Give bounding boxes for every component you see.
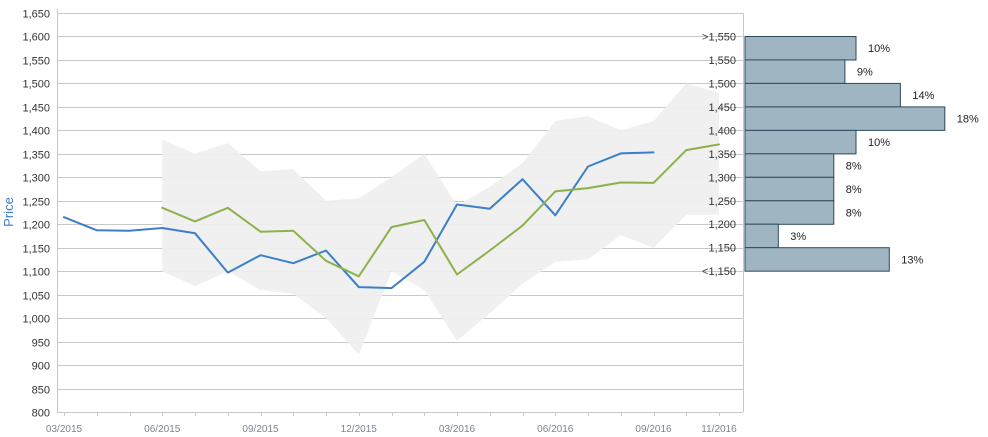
x-tick-label: 06/2015 (144, 424, 181, 435)
x-tick-label: 12/2015 (341, 424, 378, 435)
y-tick-label: 850 (32, 385, 50, 397)
y-tick-label: 1,350 (22, 150, 50, 162)
y-axis-label: Price (1, 197, 16, 227)
distribution-bin-label: 1,500 (708, 78, 736, 90)
y-tick-label: 1,150 (22, 244, 50, 256)
y-tick-label: 1,450 (22, 103, 50, 115)
distribution-bin-label: 1,250 (708, 196, 736, 208)
y-tick-label: 800 (32, 408, 50, 420)
y-tick-label: 1,250 (22, 197, 50, 209)
distribution-bin-label: <1,150 (702, 266, 736, 278)
y-tick-label: 1,050 (22, 291, 50, 303)
y-tick-label: 1,550 (22, 56, 50, 68)
green-price-line (161, 143, 720, 278)
axes: 800 850 900 950 1,000 1,050 1,100 1,150 1,200 1,2… (22, 9, 744, 435)
distribution-percent-label: 18% (957, 114, 979, 126)
distribution-percent-label: 8% (846, 208, 862, 220)
distribution-bar (744, 247, 890, 272)
distribution-bin-label: 1,350 (708, 149, 736, 161)
distribution-bar (744, 36, 857, 61)
distribution-bin-label: >1,550 (702, 32, 736, 44)
y-tick-label: 1,200 (22, 220, 50, 232)
distribution-bin-label: 1,400 (708, 125, 736, 137)
distribution-bin-label: 1,450 (708, 102, 736, 114)
y-tick-label: 1,300 (22, 173, 50, 185)
distribution-percent-label: 3% (790, 231, 806, 243)
forecast-range-band (162, 83, 720, 355)
distribution-bin-label: 1,550 (708, 55, 736, 67)
distribution-bar (744, 59, 846, 84)
price-distribution: >1,550 10% 1,550 9% 1,500 14% 1,450 18% 1,400 10%… (702, 32, 979, 279)
y-tick-label: 900 (32, 361, 50, 373)
distribution-percent-label: 8% (846, 184, 862, 196)
distribution-percent-label: 10% (868, 43, 890, 55)
distribution-bar (744, 153, 835, 178)
distribution-bar (744, 200, 835, 225)
distribution-percent-label: 13% (901, 254, 923, 266)
x-tick-label: 03/2015 (46, 424, 83, 435)
distribution-percent-label: 8% (846, 161, 862, 173)
y-tick-label: 1,400 (22, 126, 50, 138)
distribution-bin-label: 1,150 (708, 243, 736, 255)
distribution-bar (744, 129, 857, 155)
x-tick-label: 06/2016 (537, 424, 574, 435)
y-tick-label: 1,600 (22, 32, 50, 44)
x-tick-label: 03/2016 (439, 424, 476, 435)
y-tick-label: 1,100 (22, 267, 50, 279)
distribution-bar (744, 176, 835, 202)
y-tick-label: 1,500 (22, 79, 50, 91)
distribution-bin-label: 1,200 (708, 219, 736, 231)
price-series (63, 143, 720, 290)
distribution-bar (744, 223, 779, 249)
y-tick-label: 1,650 (22, 9, 50, 21)
y-tick-label: 950 (32, 338, 50, 350)
distribution-bar (744, 82, 901, 108)
x-tick-label: 11/2016 (701, 424, 737, 435)
distribution-bar (744, 106, 946, 131)
distribution-percent-label: 14% (912, 90, 934, 102)
distribution-percent-label: 10% (868, 137, 890, 149)
distribution-percent-label: 9% (857, 67, 873, 79)
forecast-band-area (162, 83, 720, 355)
distribution-bin-label: 1,300 (708, 172, 736, 184)
blue-price-line (63, 151, 655, 290)
x-tick-label: 09/2016 (635, 424, 672, 435)
x-tick-label: 09/2015 (242, 424, 279, 435)
y-tick-label: 1,000 (22, 314, 50, 326)
